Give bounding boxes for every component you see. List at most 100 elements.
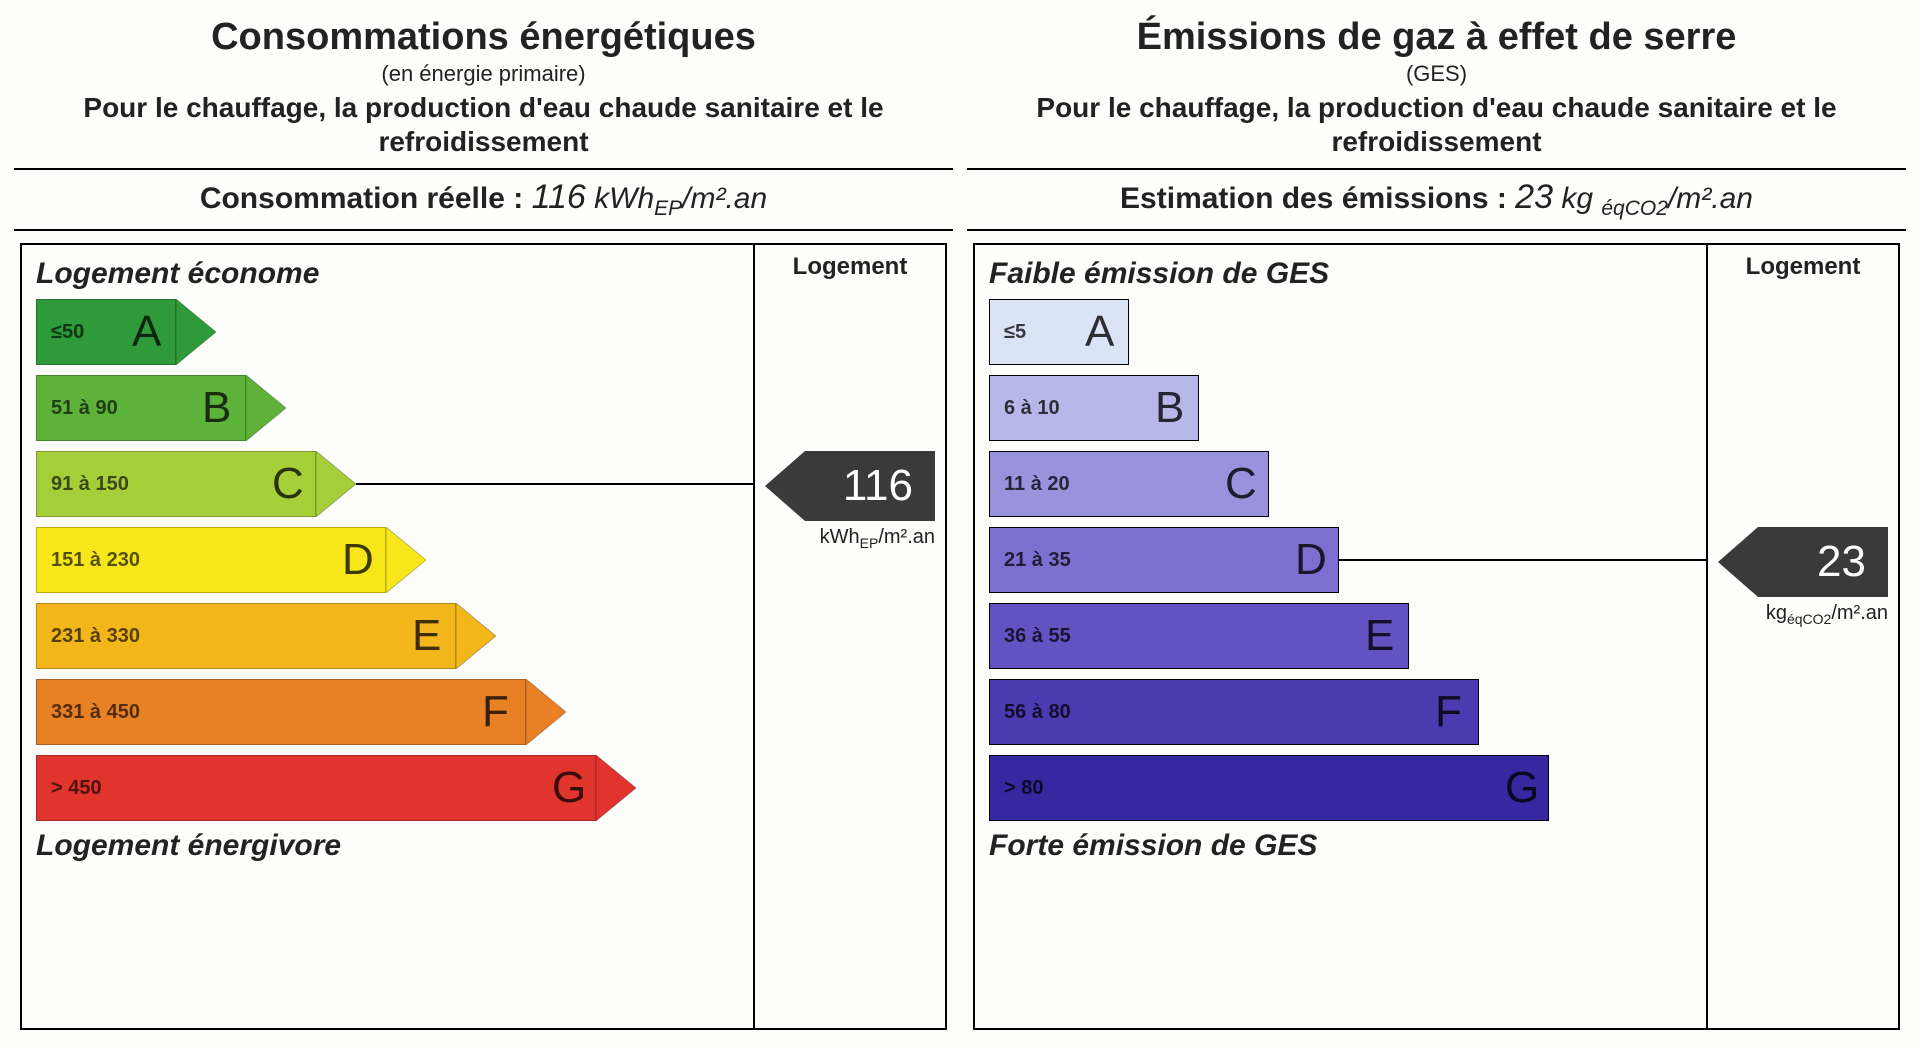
energy-value-row: Consommation réelle : 116 kWhEP/m².an [14,170,953,231]
band-body: 36 à 55 [989,603,1409,669]
chevron-right-icon [596,755,636,821]
band-range: > 450 [51,777,102,800]
band-range: 151 à 230 [51,549,140,572]
ges-subtitle1: (GES) [977,61,1896,87]
band-body: 21 à 35 [989,527,1339,593]
band-letter: F [1435,687,1462,737]
energy-band-g: > 450 G [36,755,753,821]
band-range: 56 à 80 [1004,701,1071,724]
energy-connector-line [356,483,753,485]
energy-bars-area: Logement économe ≤50 A 51 à 90 B 91 à 150 C 15… [22,245,753,1028]
energy-panel: Consommations énergétiques (en énergie p… [14,10,953,1036]
energy-subtitle2: Pour le chauffage, la production d'eau c… [24,91,943,158]
band-letter: F [482,687,509,737]
energy-logement-header: Logement [755,245,945,289]
band-range: 11 à 20 [1004,473,1070,496]
ges-panel: Émissions de gaz à effet de serre (GES) … [967,10,1906,1036]
chevron-right-icon [176,299,216,365]
energy-band-d: 151 à 230 D [36,527,753,593]
energy-band-a: ≤50 A [36,299,753,365]
band-body: 231 à 330 [36,603,456,669]
band-range: 331 à 450 [51,701,140,724]
chevron-right-icon [386,527,426,593]
ges-pointer-unit: kgéqCO2/m².an [1766,602,1888,627]
energy-value: 116 [532,178,586,216]
ges-chart: Faible émission de GES ≤5 A 6 à 10 B 11 à 20… [973,243,1900,1030]
band-range: 21 à 35 [1004,549,1071,572]
ges-band-a: ≤5 A [989,299,1706,365]
band-body: > 80 [989,755,1549,821]
band-range: ≤50 [51,321,84,344]
energy-caption-top: Logement économe [22,253,753,299]
energy-band-f: 331 à 450 F [36,679,753,745]
chevron-right-icon [456,603,496,669]
band-letter: D [1295,535,1327,585]
ges-value-unit: kg éqCO2/m².an [1561,182,1753,215]
chevron-right-icon [246,375,286,441]
ges-band-e: 36 à 55 E [989,603,1706,669]
energy-logement-col: Logement 116 kWhEP/m².an [753,245,945,1028]
chevron-right-icon [176,299,216,365]
energy-chart: Logement économe ≤50 A 51 à 90 B 91 à 150 C 15… [20,243,947,1030]
chevron-right-icon [316,451,356,517]
band-letter: G [552,763,586,813]
ges-header: Émissions de gaz à effet de serre (GES) … [967,10,1906,170]
energy-pointer: 116 [765,451,935,521]
ges-subtitle2: Pour le chauffage, la production d'eau c… [977,91,1896,158]
band-letter: B [1155,383,1184,433]
band-range: ≤5 [1004,321,1026,344]
ges-bars-area: Faible émission de GES ≤5 A 6 à 10 B 11 à 20… [975,245,1706,1028]
band-body: > 450 [36,755,596,821]
energy-caption-bottom: Logement énergivore [22,821,753,867]
chevron-right-icon [456,603,496,669]
band-letter: D [342,535,374,585]
band-body: 56 à 80 [989,679,1479,745]
band-range: 36 à 55 [1004,625,1071,648]
band-letter: G [1505,763,1539,813]
band-letter: E [1365,611,1394,661]
band-range: > 80 [1004,777,1043,800]
ges-value: 23 [1515,178,1553,216]
chevron-right-icon [526,679,566,745]
ges-title: Émissions de gaz à effet de serre [977,16,1896,59]
ges-band-g: > 80 G [989,755,1706,821]
ges-logement-header: Logement [1708,245,1898,289]
energy-subtitle1: (en énergie primaire) [24,61,943,87]
energy-band-b: 51 à 90 B [36,375,753,441]
energy-header: Consommations énergétiques (en énergie p… [14,10,953,170]
band-body: 331 à 450 [36,679,526,745]
energy-title: Consommations énergétiques [24,16,943,59]
energy-band-e: 231 à 330 E [36,603,753,669]
band-letter: A [132,307,161,357]
chevron-right-icon [316,451,356,517]
chevron-right-icon [596,755,636,821]
ges-value-row: Estimation des émissions : 23 kg éqCO2/m… [967,170,1906,231]
page: Consommations énergétiques (en énergie p… [0,0,1920,1046]
energy-value-unit: kWhEP/m².an [594,182,767,215]
ges-connector-line [1339,559,1706,561]
energy-pointer-unit: kWhEP/m².an [820,526,935,551]
band-letter: C [1225,459,1257,509]
band-range: 231 à 330 [51,625,140,648]
ges-caption-top: Faible émission de GES [975,253,1706,299]
ges-logement-col: Logement 23 kgéqCO2/m².an [1706,245,1898,1028]
band-range: 91 à 150 [51,473,129,496]
band-body: 151 à 230 [36,527,386,593]
energy-value-label: Consommation réelle : [200,182,523,215]
ges-band-c: 11 à 20 C [989,451,1706,517]
ges-pointer-value: 23 [1817,537,1866,587]
ges-pointer: 23 [1718,527,1888,597]
band-range: 6 à 10 [1004,397,1060,420]
ges-band-f: 56 à 80 F [989,679,1706,745]
chevron-right-icon [526,679,566,745]
chevron-right-icon [246,375,286,441]
band-letter: C [272,459,304,509]
energy-pointer-value: 116 [843,461,913,511]
ges-caption-bottom: Forte émission de GES [975,821,1706,867]
ges-band-b: 6 à 10 B [989,375,1706,441]
band-range: 51 à 90 [51,397,118,420]
band-letter: B [202,383,231,433]
band-letter: E [412,611,441,661]
band-letter: A [1085,307,1114,357]
chevron-right-icon [386,527,426,593]
